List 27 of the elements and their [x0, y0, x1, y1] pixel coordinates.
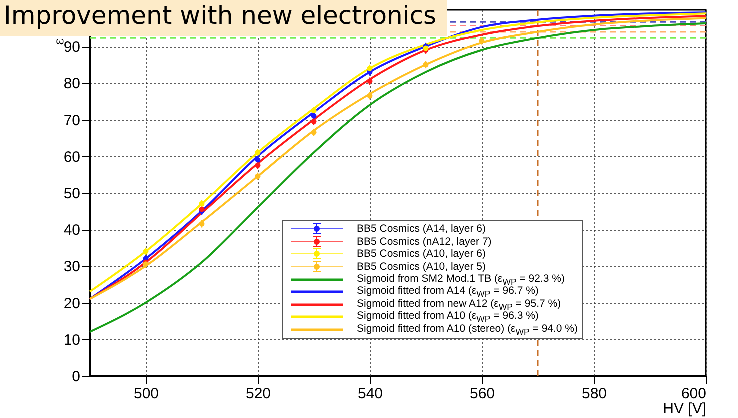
x-tick-label: 540 [358, 386, 384, 402]
chart-title: Improvement with new electronics [0, 0, 447, 36]
y-tick-label: 90 [64, 39, 80, 56]
x-axis-title: HV [V] [663, 400, 706, 418]
y-tick-label: 60 [64, 148, 80, 166]
legend-label: Sigmoid from SM2 Mod.1 TB (ε$_{WP}$ = 92.3 %) [357, 272, 565, 287]
legend-label: Sigmoid fitted from A14 (ε$_{WP}$ = 96.7 %) [357, 285, 539, 300]
legend-label: Sigmoid fitted from A10 (ε$_{WP}$ = 96.3 %) [357, 310, 539, 324]
y-tick-label: 40 [64, 222, 80, 240]
legend-label: Sigmoid fitted from new A12 (ε$_{WP}$ = 95.7 %) [357, 298, 562, 312]
x-tick-label: 600 [681, 386, 706, 402]
y-tick-label: 20 [64, 295, 80, 312]
legend-label: BB5 Cosmics (A10, layer 6) [357, 248, 486, 260]
y-tick-label: 70 [64, 112, 80, 130]
x-tick-label: 500 [134, 386, 160, 402]
y-tick-label: 10 [64, 332, 80, 349]
legend-label: BB5 Cosmics (A14, layer 6) [357, 223, 486, 236]
y-tick-label: 0 [72, 368, 80, 386]
legend-label: Sigmoid fitted from A10 (stereo) (ε$_{WP}$ = 94.0 %) [357, 323, 578, 338]
y-tick-label: 80 [64, 76, 80, 93]
x-tick-label: 580 [582, 386, 608, 402]
y-tick-label: 30 [64, 258, 80, 276]
legend-label: BB5 Cosmics (A10, layer 5) [357, 261, 486, 274]
x-tick-label: 560 [470, 386, 496, 402]
x-tick-label: 520 [246, 386, 272, 402]
y-tick-label: 50 [64, 186, 80, 202]
legend-label: BB5 Cosmics (nA12, layer 7) [357, 236, 492, 248]
